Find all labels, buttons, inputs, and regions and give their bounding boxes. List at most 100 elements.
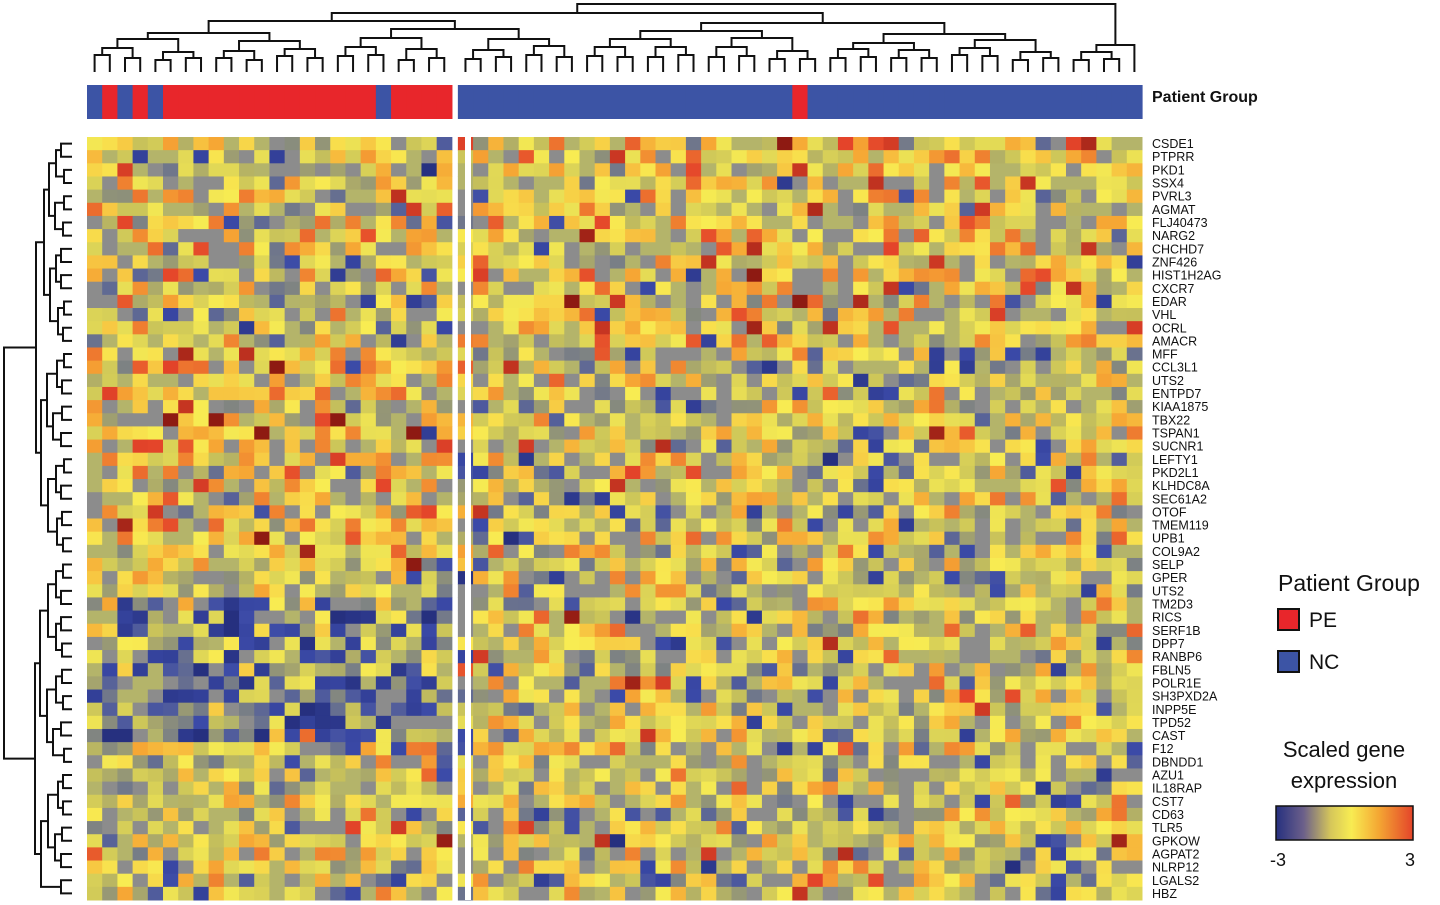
heatmap-cell — [716, 886, 733, 901]
heatmap-cell — [837, 544, 854, 559]
heatmap-cell — [579, 860, 596, 875]
heatmap-cell — [193, 505, 210, 519]
heatmap-cell — [147, 347, 164, 362]
heatmap-cell — [163, 465, 179, 480]
heatmap-cell — [503, 347, 520, 362]
gene-label: LGALS2 — [1152, 874, 1199, 888]
heatmap-cell — [1065, 413, 1082, 427]
heatmap-cell — [223, 886, 240, 901]
heatmap-cell — [375, 676, 392, 691]
heatmap-cell — [421, 557, 438, 572]
heatmap-cell — [330, 834, 346, 848]
heatmap-cell — [959, 215, 976, 230]
heatmap-cell — [609, 334, 626, 348]
heatmap-cell — [989, 373, 1006, 388]
heatmap-cell — [594, 821, 611, 835]
heatmap-cell — [117, 479, 134, 493]
heatmap-cell — [868, 150, 885, 164]
heatmap-cell — [655, 781, 672, 796]
heatmap-cell — [837, 518, 854, 533]
heatmap-cell — [640, 768, 656, 783]
heatmap-cell — [883, 479, 900, 493]
heatmap-cell — [868, 229, 885, 243]
heatmap-cell — [670, 347, 687, 362]
heatmap-cell — [503, 163, 520, 177]
heatmap-cell — [1035, 321, 1052, 335]
heatmap-cell — [853, 847, 869, 862]
heatmap-cell — [974, 229, 991, 243]
heatmap-cell — [807, 610, 824, 625]
heatmap-cell — [1050, 531, 1067, 546]
heatmap-cell — [913, 465, 930, 480]
heatmap-cell — [330, 229, 346, 243]
heatmap-cell — [503, 636, 520, 651]
heatmap-cell — [391, 189, 407, 204]
heatmap-cell — [989, 321, 1006, 335]
heatmap-cell — [822, 189, 839, 204]
heatmap-cell — [837, 755, 854, 769]
heatmap-cell — [375, 689, 392, 704]
heatmap-cell — [503, 715, 520, 730]
heatmap-cell — [147, 360, 164, 375]
heatmap-cell — [330, 439, 346, 454]
heatmap-cell — [391, 715, 407, 730]
heatmap-cell — [1096, 742, 1113, 756]
heatmap-cell — [178, 807, 194, 822]
heatmap-cell — [822, 321, 839, 335]
heatmap-cell — [1005, 400, 1021, 414]
heatmap-cell — [391, 505, 407, 519]
heatmap-cell — [254, 755, 270, 769]
heatmap-cell — [163, 268, 179, 283]
heatmap-cell — [518, 479, 535, 493]
heatmap-cell — [1096, 176, 1113, 191]
heatmap-cell — [549, 847, 565, 862]
heatmap-cell — [853, 571, 869, 585]
heatmap-cell — [989, 807, 1006, 822]
heatmap-cell — [421, 150, 438, 164]
heatmap-cell — [898, 308, 915, 322]
heatmap-cell — [163, 531, 179, 546]
heatmap-cell — [421, 360, 438, 375]
heatmap-cell — [269, 360, 286, 375]
heatmap-cell — [989, 676, 1006, 691]
heatmap-cell — [807, 768, 824, 783]
heatmap-cell — [391, 557, 407, 572]
heatmap-cell — [625, 623, 641, 638]
heatmap-cell — [549, 781, 565, 796]
heatmap-cell — [822, 347, 839, 362]
heatmap-cell — [883, 347, 900, 362]
heatmap-cell — [473, 860, 489, 875]
heatmap-cell — [503, 781, 520, 796]
heatmap-cell — [299, 255, 316, 270]
heatmap-cell — [853, 176, 869, 191]
heatmap-cell — [761, 452, 778, 467]
heatmap-cell — [655, 386, 672, 401]
heatmap-cell — [579, 847, 596, 862]
annotation-cell-nc — [929, 85, 945, 119]
heatmap-cell — [1020, 479, 1037, 493]
heatmap-cell — [731, 689, 748, 704]
heatmap-cell — [944, 886, 961, 901]
heatmap-cell — [239, 781, 255, 796]
heatmap-cell — [518, 584, 535, 598]
heatmap-cell — [208, 610, 225, 625]
heatmap-cell — [360, 308, 377, 322]
heatmap-cell — [640, 229, 656, 243]
heatmap-cell — [223, 571, 240, 585]
heatmap-cell — [685, 873, 702, 888]
heatmap-cell — [731, 702, 748, 717]
heatmap-cell — [345, 479, 362, 493]
heatmap-cell — [1005, 242, 1021, 256]
annotation-cell-pe — [163, 85, 179, 119]
heatmap-cell — [360, 347, 377, 362]
heatmap-cell — [1020, 202, 1037, 217]
heatmap-cell — [254, 544, 270, 559]
heatmap-cell — [959, 242, 976, 256]
heatmap-cell — [406, 755, 422, 769]
heatmap-cell — [883, 308, 900, 322]
heatmap-cell — [609, 413, 626, 427]
heatmap-cell — [533, 505, 550, 519]
heatmap-cell — [193, 229, 210, 243]
heatmap-cell — [974, 308, 991, 322]
heatmap-cell — [473, 584, 489, 598]
